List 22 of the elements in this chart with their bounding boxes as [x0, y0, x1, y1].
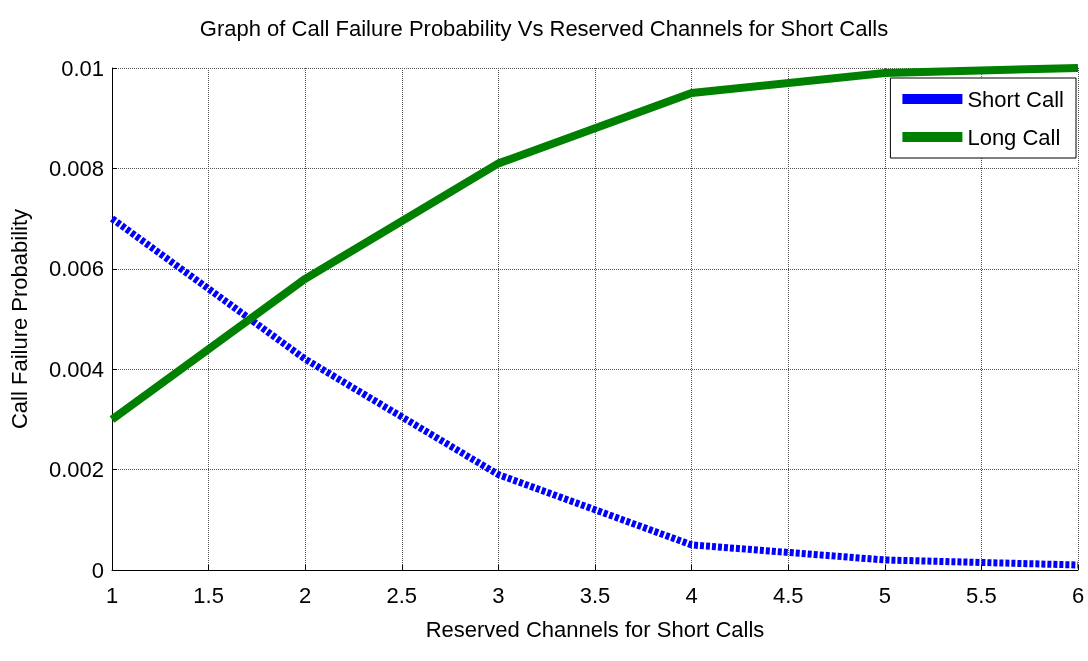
legend-label: Short Call: [967, 86, 1064, 112]
chart-title: Graph of Call Failure Probability Vs Reserved Channels for Short Calls: [199, 15, 889, 41]
x-tick-label: 3: [492, 582, 505, 608]
x-tick-label: 3.5: [579, 582, 611, 608]
x-tick-label: 1.5: [193, 582, 224, 608]
x-tick-label: 1: [105, 582, 119, 608]
x-tick-label: 6: [1071, 582, 1085, 608]
x-tick-label: 5: [878, 582, 891, 608]
x-tick-label: 4: [685, 582, 698, 608]
y-tick-label: 0.002: [48, 457, 104, 483]
x-tick-label: 2.5: [386, 582, 418, 608]
y-tick-label: 0.008: [48, 155, 104, 181]
y-tick-label: 0: [91, 557, 104, 583]
y-axis-title: Call Failure Probability: [6, 208, 32, 430]
y-tick-label: 0.006: [48, 256, 104, 282]
y-tick-label: 0.01: [61, 55, 104, 81]
x-axis-title: Reserved Channels for Short Calls: [425, 616, 765, 642]
x-tick-label: 4.5: [772, 582, 804, 608]
x-tick-label: 5.5: [966, 582, 997, 608]
y-tick-label: 0.004: [48, 356, 104, 382]
legend-label: Long Call: [967, 124, 1061, 150]
x-tick-label: 2: [299, 582, 312, 608]
